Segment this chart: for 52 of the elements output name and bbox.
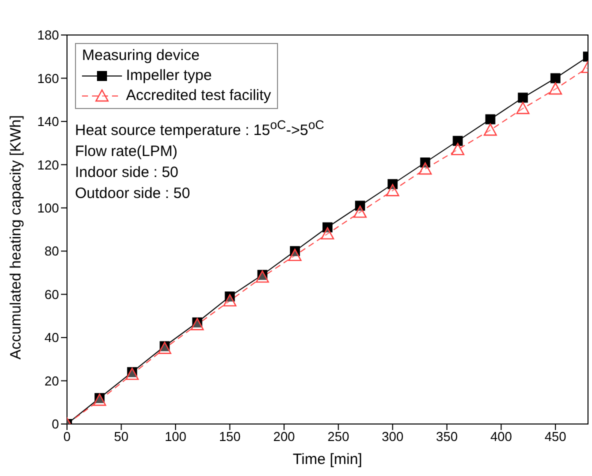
y-axis-title: Accumulated heating capacity [KWh] — [7, 115, 24, 360]
point — [485, 114, 496, 124]
point — [518, 92, 528, 103]
point — [388, 179, 398, 190]
annotation: Indoor side : 50 — [75, 163, 180, 183]
point — [452, 136, 463, 146]
point — [355, 200, 366, 211]
x-tick-label: 350 — [436, 429, 458, 444]
point — [353, 206, 367, 218]
point — [158, 342, 172, 354]
legend-title: Measuring device — [82, 46, 201, 66]
point — [223, 294, 236, 306]
point — [484, 123, 497, 136]
point — [256, 270, 269, 283]
annotation: Flow rate(LPM) — [75, 142, 179, 162]
legend-label: Impeller type — [126, 66, 212, 86]
point — [451, 142, 464, 156]
x-axis-title: Time [min] — [292, 451, 362, 468]
point — [548, 82, 562, 95]
legend-label: Accredited test facility — [126, 86, 272, 106]
point — [322, 222, 332, 232]
x-tick-label: 50 — [114, 429, 129, 444]
y-tick-label: 60 — [44, 286, 59, 302]
point — [418, 162, 432, 175]
y-tick-label: 100 — [37, 200, 59, 216]
point — [386, 184, 400, 196]
annotation: Outdoor side : 50 — [75, 184, 192, 204]
x-tick-label: 100 — [164, 429, 186, 444]
y-tick-label: 80 — [44, 244, 59, 259]
point — [92, 394, 106, 406]
x-tick-label: 400 — [490, 429, 512, 444]
x-tick-label: 250 — [328, 429, 350, 444]
point — [550, 73, 560, 84]
annotation: Heat source temperature : 15$^{oC}$->5$^{oC}$ — [75, 117, 324, 141]
point — [126, 368, 139, 380]
y-tick-label: 40 — [44, 330, 59, 346]
point — [420, 158, 430, 168]
point — [190, 318, 204, 330]
x-tick-label: 200 — [273, 429, 295, 444]
point — [288, 248, 302, 262]
x-tick-label: 150 — [218, 429, 241, 444]
y-tick-label: 180 — [37, 28, 59, 43]
point — [320, 227, 334, 240]
y-tick-label: 0 — [52, 416, 59, 432]
x-tick-label: 300 — [382, 429, 404, 444]
y-tick-label: 20 — [44, 373, 59, 388]
x-tick-label: 0 — [63, 429, 71, 444]
x-tick-label: 450 — [544, 429, 566, 444]
y-tick-label: 120 — [37, 157, 59, 172]
point — [516, 102, 530, 114]
y-tick-label: 160 — [37, 70, 59, 86]
y-tick-label: 140 — [37, 114, 59, 130]
